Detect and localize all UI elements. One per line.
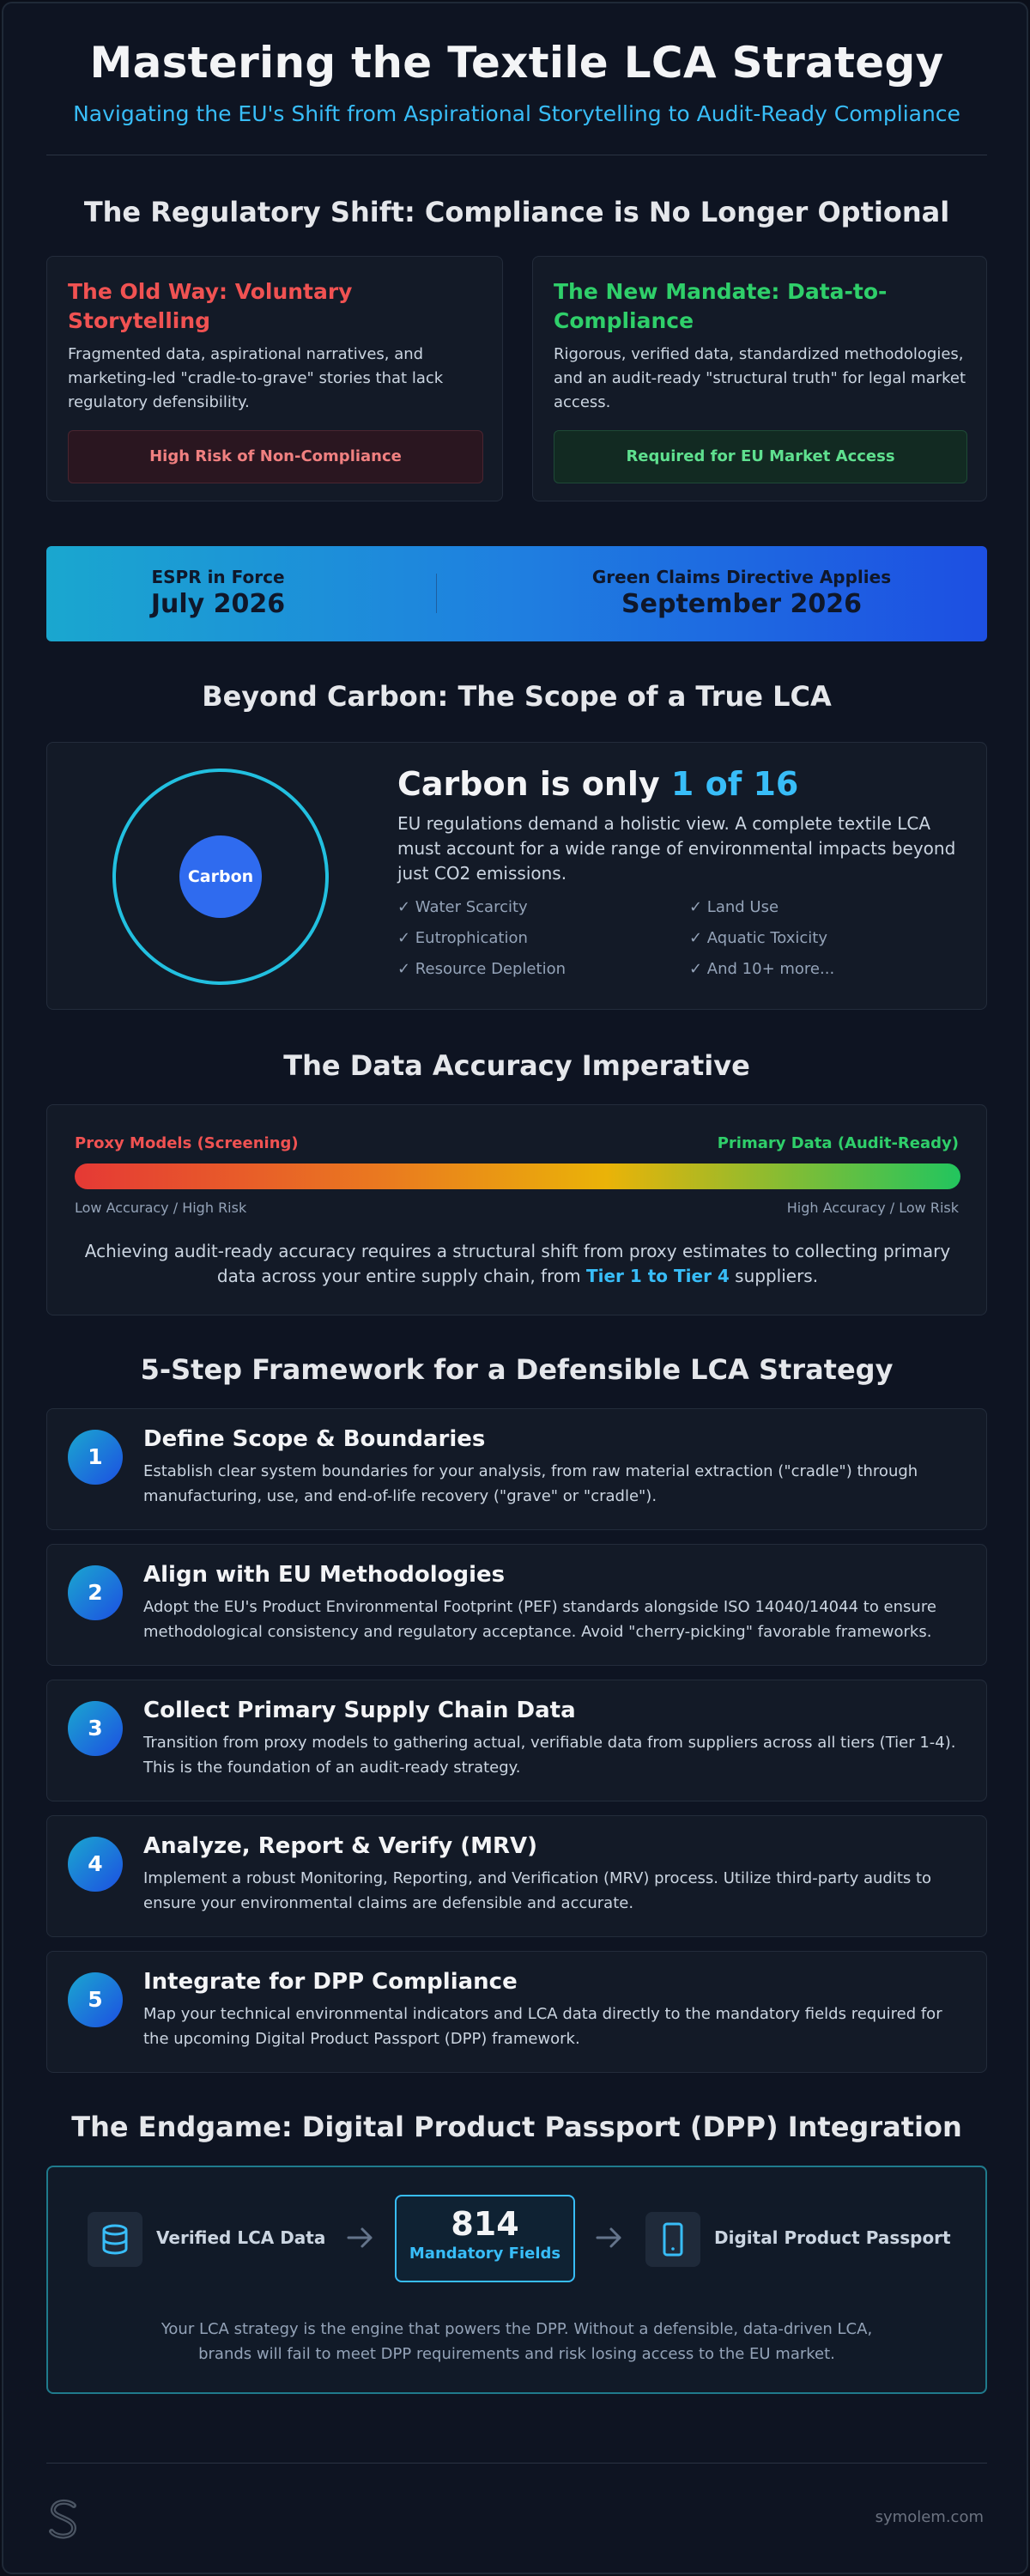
framework-step: 1 Define Scope & Boundaries Establish cl… <box>46 1408 987 1530</box>
footer-divider <box>46 2463 987 2464</box>
low-accuracy-caption: Low Accuracy / High Risk <box>75 1200 247 1216</box>
framework-section-title: 5-Step Framework for a Defensible LCA St… <box>140 1353 894 1386</box>
step-title: Align with EU Methodologies <box>143 1562 506 1588</box>
impact-item: ✓ Resource Depletion <box>397 960 566 978</box>
impact-item: ✓ Land Use <box>689 898 779 916</box>
impact-item: ✓ Eutrophication <box>397 929 528 947</box>
dpp-card: Verified LCA Data 814 Mandatory Fields D… <box>46 2166 987 2394</box>
regulatory-section-title: The Regulatory Shift: Compliance is No L… <box>83 196 950 228</box>
page-subtitle: Navigating the EU's Shift from Aspiratio… <box>73 101 960 126</box>
step-number-badge: 1 <box>68 1430 123 1485</box>
primary-data-label: Primary Data (Audit-Ready) <box>717 1134 959 1152</box>
logo-icon <box>45 2497 82 2542</box>
carbon-headline: Carbon is only 1 of 16 <box>397 765 798 803</box>
mobile-device-icon <box>645 2212 700 2267</box>
mandatory-fields-count: 814 <box>451 2205 519 2243</box>
step-description: Transition from proxy models to gatherin… <box>143 1734 956 1777</box>
green-claims-date: September 2026 <box>621 589 862 619</box>
database-icon <box>88 2212 142 2267</box>
carbon-headline-prefix: Carbon is only <box>397 765 671 803</box>
footer-site-link[interactable]: symolem.com <box>875 2508 984 2526</box>
new-mandate-body: Rigorous, verified data, standardized me… <box>554 345 966 411</box>
step-description: Adopt the EU's Product Environmental Foo… <box>143 1598 936 1641</box>
new-mandate-card: The New Mandate: Data-to-Compliance Rigo… <box>532 256 987 501</box>
impact-item: ✓ Water Scarcity <box>397 898 528 916</box>
green-claims-label: Green Claims Directive Applies <box>591 567 892 587</box>
espr-milestone: ESPR in Force July 2026 <box>115 567 321 619</box>
tier-highlight: Tier 1 to Tier 4 <box>585 1266 730 1286</box>
regulatory-timeline: ESPR in Force July 2026 Green Claims Dir… <box>46 546 987 641</box>
framework-step: 4 Analyze, Report & Verify (MRV) Impleme… <box>46 1815 987 1937</box>
scope-section-title: Beyond Carbon: The Scope of a True LCA <box>202 680 832 713</box>
framework-step: 3 Collect Primary Supply Chain Data Tran… <box>46 1680 987 1801</box>
step-number-badge: 4 <box>68 1837 123 1892</box>
step-number-badge: 5 <box>68 1972 123 2027</box>
green-claims-milestone: Green Claims Directive Applies September… <box>579 567 905 619</box>
scope-card: Carbon Carbon is only 1 of 16 EU regulat… <box>46 742 987 1010</box>
step-title: Integrate for DPP Compliance <box>143 1969 518 1995</box>
step-description: Implement a robust Monitoring, Reporting… <box>143 1869 932 1912</box>
impact-categories-circle <box>112 769 329 985</box>
accuracy-gradient-bar <box>75 1163 960 1189</box>
timeline-divider <box>436 574 437 613</box>
old-way-body: Fragmented data, aspirational narratives… <box>68 345 444 411</box>
espr-label: ESPR in Force <box>151 567 285 587</box>
step-title: Collect Primary Supply Chain Data <box>143 1698 576 1723</box>
step-title: Define Scope & Boundaries <box>143 1426 486 1452</box>
proxy-models-label: Proxy Models (Screening) <box>75 1134 299 1152</box>
espr-date: July 2026 <box>150 589 286 619</box>
arrow-right-icon <box>345 2222 376 2257</box>
accuracy-section-title: The Data Accuracy Imperative <box>283 1049 750 1082</box>
page-title: Mastering the Textile LCA Strategy <box>89 38 944 88</box>
impact-item: ✓ Aquatic Toxicity <box>689 929 827 947</box>
impact-item: ✓ And 10+ more... <box>689 960 835 978</box>
dpp-body: Your LCA strategy is the engine that pow… <box>161 2320 873 2363</box>
accuracy-card: Proxy Models (Screening) Primary Data (A… <box>46 1104 987 1315</box>
framework-step: 2 Align with EU Methodologies Adopt the … <box>46 1544 987 1666</box>
dpp-target-label: Digital Product Passport <box>714 2227 951 2248</box>
step-title: Analyze, Report & Verify (MRV) <box>143 1833 538 1859</box>
carbon-circle: Carbon <box>179 835 262 918</box>
verified-lca-label: Verified LCA Data <box>156 2227 326 2248</box>
step-description: Map your technical environmental indicat… <box>143 2005 942 2048</box>
accuracy-body-text: Achieving audit-ready accuracy requires … <box>84 1241 951 1286</box>
scope-body: EU regulations demand a holistic view. A… <box>397 813 956 884</box>
step-number-badge: 2 <box>68 1565 123 1620</box>
step-description: Establish clear system boundaries for yo… <box>143 1462 918 1505</box>
market-access-badge: Required for EU Market Access <box>554 430 967 483</box>
high-accuracy-caption: High Accuracy / Low Risk <box>786 1200 959 1216</box>
mandatory-fields-box: 814 Mandatory Fields <box>395 2195 575 2282</box>
dpp-section-title: The Endgame: Digital Product Passport (D… <box>71 2111 962 2143</box>
mandatory-fields-label: Mandatory Fields <box>409 2245 561 2263</box>
arrow-right-icon <box>594 2222 625 2257</box>
step-number-badge: 3 <box>68 1701 123 1756</box>
new-mandate-title: The New Mandate: Data-to-Compliance <box>554 279 888 333</box>
carbon-headline-highlight: 1 of 16 <box>670 765 799 803</box>
accuracy-body-suffix: suppliers. <box>729 1266 819 1286</box>
accuracy-body: Achieving audit-ready accuracy requires … <box>75 1239 960 1289</box>
high-risk-badge: High Risk of Non-Compliance <box>68 430 483 483</box>
framework-step: 5 Integrate for DPP Compliance Map your … <box>46 1951 987 2073</box>
old-way-card: The Old Way: Voluntary Storytelling Frag… <box>46 256 503 501</box>
old-way-title: The Old Way: Voluntary Storytelling <box>68 279 353 333</box>
